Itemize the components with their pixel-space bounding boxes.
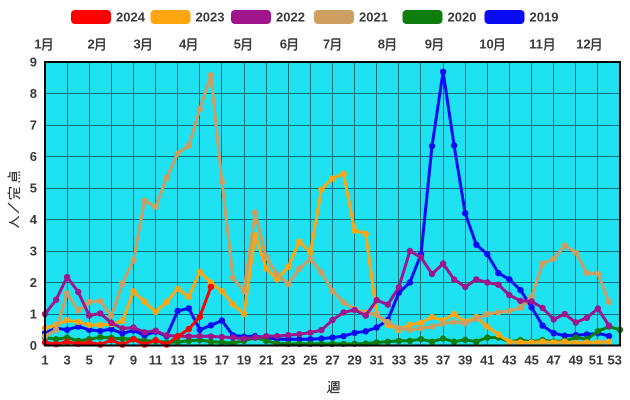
svg-text:1: 1 [41,353,48,368]
svg-text:5: 5 [30,181,37,196]
svg-text:3: 3 [134,37,141,52]
svg-text:5: 5 [234,37,241,52]
svg-text:3: 3 [63,353,70,368]
svg-text:19: 19 [237,353,251,368]
svg-text:33: 33 [392,353,406,368]
svg-text:6: 6 [30,149,37,164]
svg-text:2022: 2022 [276,10,305,25]
svg-text:51: 51 [589,353,603,368]
svg-text:9: 9 [425,37,432,52]
svg-text:4: 4 [179,37,187,52]
svg-text:23: 23 [281,353,295,368]
svg-text:37: 37 [436,353,450,368]
svg-text:27: 27 [325,353,339,368]
svg-text:11: 11 [529,37,543,52]
svg-text:10: 10 [479,37,493,52]
svg-text:12: 12 [576,37,590,52]
svg-text:35: 35 [414,353,428,368]
svg-text:1: 1 [30,307,37,322]
svg-text:15: 15 [193,353,207,368]
svg-text:5: 5 [86,353,93,368]
svg-text:41: 41 [480,353,494,368]
svg-text:21: 21 [259,353,273,368]
svg-text:47: 47 [546,353,560,368]
svg-text:7: 7 [30,118,37,133]
svg-text:13: 13 [170,353,184,368]
svg-text:29: 29 [347,353,361,368]
svg-text:9: 9 [30,55,37,70]
svg-text:2024: 2024 [116,10,146,25]
svg-text:9: 9 [130,353,137,368]
svg-text:7: 7 [108,353,115,368]
svg-text:25: 25 [303,353,317,368]
svg-text:1: 1 [34,37,41,52]
svg-text:3: 3 [30,244,37,259]
svg-text:53: 53 [607,353,621,368]
svg-text:8: 8 [378,37,385,52]
svg-text:31: 31 [369,353,383,368]
svg-text:6: 6 [280,37,287,52]
svg-text:2023: 2023 [196,10,225,25]
svg-text:11: 11 [149,353,163,368]
svg-text:2020: 2020 [448,10,477,25]
svg-text:8: 8 [30,86,37,101]
svg-text:45: 45 [524,353,538,368]
svg-text:2019: 2019 [530,10,559,25]
svg-text:2021: 2021 [359,10,388,25]
svg-text:39: 39 [458,353,472,368]
svg-text:2: 2 [88,37,95,52]
svg-text:43: 43 [502,353,516,368]
svg-text:4: 4 [30,212,38,227]
svg-text:17: 17 [215,353,229,368]
svg-text:0: 0 [30,338,37,353]
svg-text:2: 2 [30,275,37,290]
svg-text:7: 7 [323,37,330,52]
svg-text:49: 49 [569,353,583,368]
